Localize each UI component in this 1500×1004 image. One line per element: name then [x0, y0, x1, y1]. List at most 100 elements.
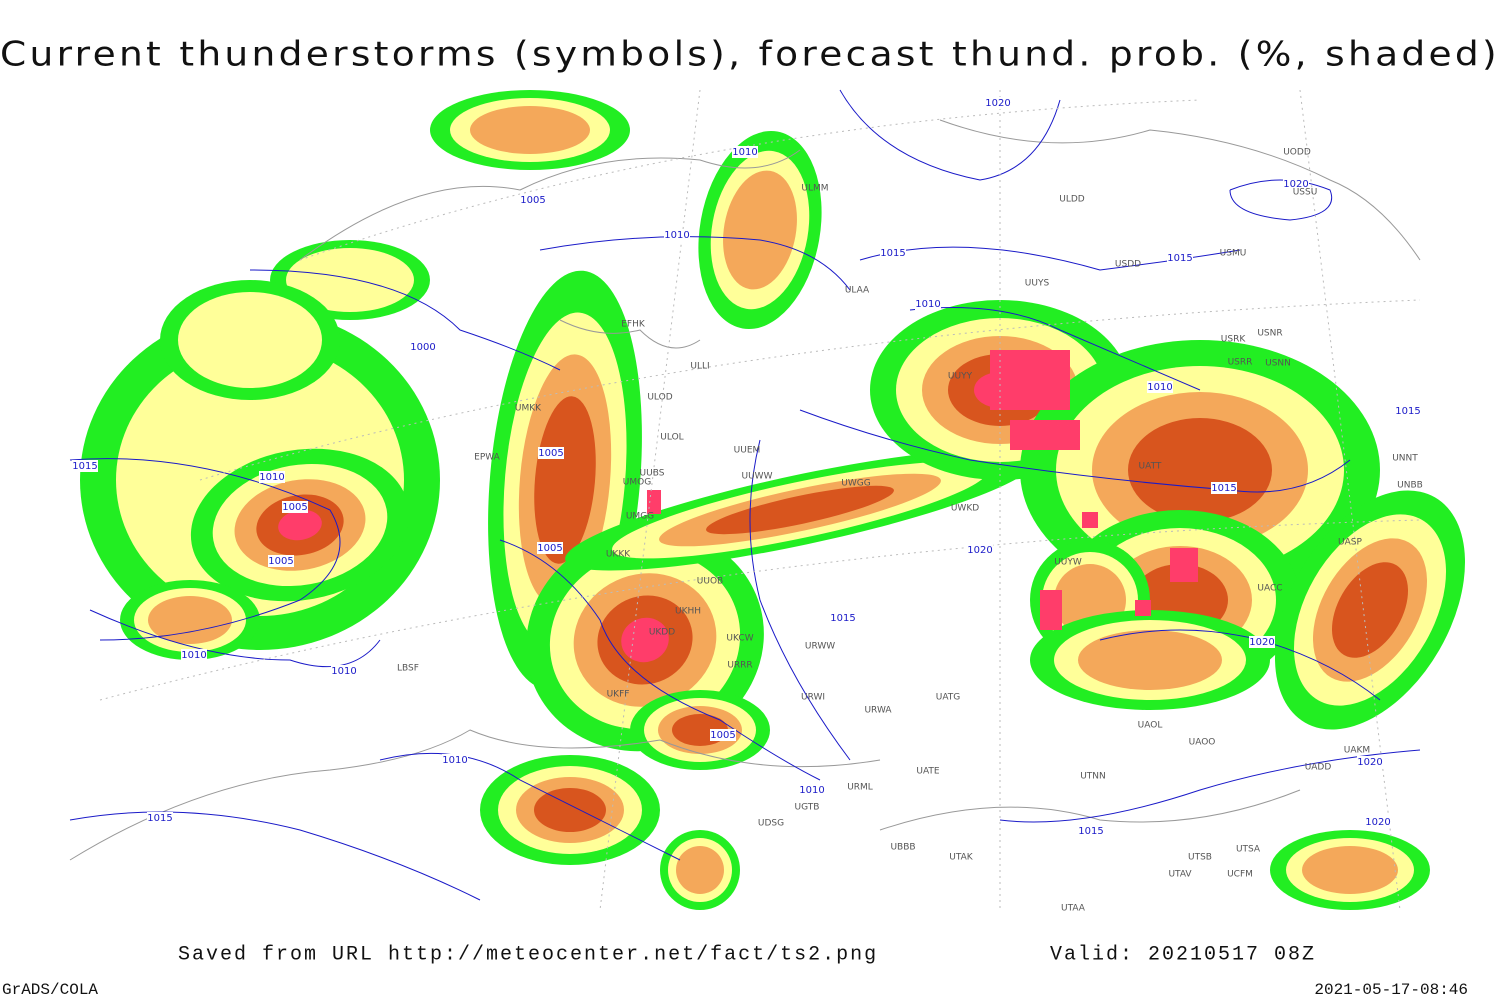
timestamp: 2021-05-17-08:46 — [1314, 981, 1468, 999]
shade-area — [470, 106, 590, 154]
isobar-label-bg — [1365, 816, 1391, 828]
station-label: UKCW — [726, 634, 753, 644]
station-label: UGTB — [795, 803, 820, 813]
isobar-label-bg — [537, 542, 563, 554]
station-label: UTSA — [1236, 845, 1261, 855]
station-label: UTSB — [1188, 853, 1212, 863]
isobar-label: 1020 — [967, 545, 992, 556]
station-label: UATT — [1139, 462, 1162, 472]
station-label: ULDD — [1059, 195, 1085, 205]
isobar-label-bg — [442, 754, 468, 766]
shade-area — [178, 292, 322, 388]
station-label: EFHK — [621, 320, 646, 330]
station-label: UAKM — [1344, 746, 1370, 756]
isobar-label: 1015 — [1395, 406, 1420, 417]
station-label: UWGG — [841, 479, 870, 489]
isobar-label: 1015 — [72, 461, 97, 472]
isobar-label: 1010 — [259, 472, 284, 483]
shade-area — [534, 396, 596, 564]
software: GrADS/COLA — [2, 981, 98, 999]
isobar-label: 1005 — [538, 448, 563, 459]
title: Current thunderstorms (symbols), forecas… — [0, 35, 1500, 75]
shade-area — [723, 170, 797, 290]
station-label: USMU — [1220, 249, 1247, 259]
isobar-label-bg — [1357, 756, 1383, 768]
station-label: UUOB — [697, 577, 723, 587]
isobar-label: 1005 — [268, 556, 293, 567]
station-label: EPWA — [474, 453, 501, 463]
source-url: Saved from URL http://meteocenter.net/fa… — [178, 943, 878, 966]
station-label: UMGG — [626, 512, 654, 522]
storm-area — [1082, 512, 1098, 528]
storm-area — [1170, 548, 1198, 582]
station-label: UACC — [1257, 584, 1282, 594]
isobar-label-bg — [1283, 178, 1309, 190]
station-label: UODD — [1283, 148, 1311, 158]
station-label: USRR — [1228, 358, 1253, 368]
isobar-label: 1005 — [537, 543, 562, 554]
isobar-label: 1015 — [830, 613, 855, 624]
isobar-label-bg — [1167, 252, 1193, 264]
isobar-label-bg — [268, 555, 294, 567]
station-label: UKKK — [606, 550, 631, 560]
station-label: UMOG — [623, 478, 651, 488]
station-label: UATE — [916, 767, 940, 777]
isobar-label-bg — [181, 649, 207, 661]
isobar-label-bg — [1147, 381, 1173, 393]
station-label: USRK — [1221, 335, 1247, 345]
isobar-label: 1015 — [880, 248, 905, 259]
station-label: UASP — [1338, 538, 1362, 548]
station-label: UUYY — [948, 372, 973, 382]
isobar-label-bg — [147, 812, 173, 824]
shade-area — [1332, 562, 1408, 658]
station-label: ULOL — [660, 433, 683, 443]
isobar-label: 1005 — [282, 502, 307, 513]
isobar-label-bg — [1211, 482, 1237, 494]
isobar-label: 1015 — [147, 813, 172, 824]
station-label: UAOL — [1138, 721, 1163, 731]
isobar-label-bg — [520, 194, 546, 206]
station-label: UTNN — [1080, 772, 1106, 782]
station-label: UUYW — [1054, 558, 1082, 568]
station-label: UBBB — [890, 843, 915, 853]
station-label: UWKD — [951, 504, 979, 514]
shade-area — [621, 617, 669, 663]
station-label: UNBB — [1397, 481, 1423, 491]
isobar-label-bg — [410, 341, 436, 353]
isobar-label-bg — [799, 784, 825, 796]
station-label: UATG — [936, 693, 961, 703]
isobar-label: 1010 — [915, 299, 940, 310]
station-label: UMKK — [515, 404, 542, 414]
probability-shading — [80, 90, 1465, 910]
isobar-label-bg — [985, 97, 1011, 109]
isobar-label: 1010 — [732, 147, 757, 158]
station-label: UCFM — [1227, 870, 1253, 880]
shade-area — [534, 788, 606, 832]
isobar-label-bg — [710, 729, 736, 741]
shade-area — [1302, 846, 1398, 894]
station-label: UAOO — [1189, 738, 1216, 748]
shade-area — [1128, 418, 1272, 522]
coastlines — [69, 119, 1421, 861]
storm-area — [1010, 420, 1080, 450]
isobar-label-bg — [1395, 405, 1421, 417]
isobar-label: 1010 — [442, 755, 467, 766]
map-labels: 1020 1010 1005 1010 1015 1000 1015 1010 1005 1005… — [72, 97, 1423, 914]
isobar-label-bg — [967, 544, 993, 556]
station-label: URML — [847, 783, 873, 793]
isobar-label: 1015 — [1211, 483, 1236, 494]
isobar-label: 1010 — [181, 650, 206, 661]
station-label: ULMM — [801, 184, 828, 194]
shade-area — [286, 248, 414, 312]
isobar-label: 1020 — [1365, 817, 1390, 828]
station-label: UADD — [1305, 763, 1332, 773]
station-label: UTAK — [949, 853, 974, 863]
station-label: LBSF — [397, 664, 419, 674]
isobar-label-bg — [72, 460, 98, 472]
isobar-label: 1020 — [1249, 637, 1274, 648]
station-label: URRR — [727, 661, 752, 671]
station-label: URWW — [805, 642, 835, 652]
station-label: URWA — [864, 706, 892, 716]
